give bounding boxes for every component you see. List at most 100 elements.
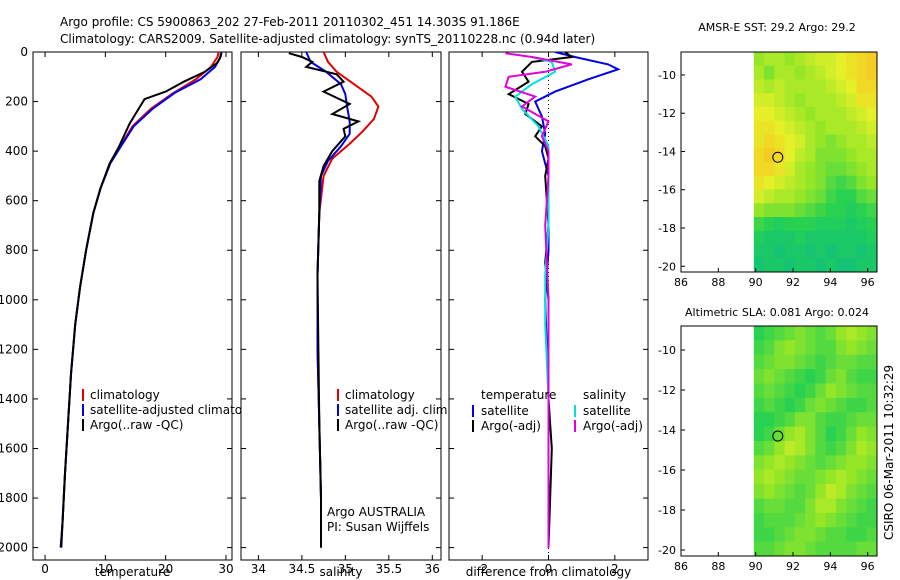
sst_map-cell xyxy=(784,244,796,259)
sla_map-title: Altimetric SLA: 0.081 Argo: 0.024 xyxy=(685,306,869,319)
sla_map-cell xyxy=(825,469,837,485)
sla_map-cell xyxy=(815,469,827,485)
sla_map-cell xyxy=(794,441,806,456)
sla_map-xtick-label: 90 xyxy=(749,560,763,573)
sst_map-cell xyxy=(753,217,765,232)
sla_map-cell xyxy=(753,455,765,471)
header-line-2: Climatology: CARS2009. Satellite-adjuste… xyxy=(60,32,595,46)
sst_map-cell xyxy=(764,93,775,108)
depth-tick-label: 2000 xyxy=(0,541,28,555)
sla_map-cell xyxy=(764,512,775,528)
sst_map-cell xyxy=(825,244,837,259)
sla_map-cell xyxy=(846,412,857,428)
sst_map-cell xyxy=(866,189,878,204)
depth-tick-label: 1400 xyxy=(0,392,28,406)
sla_map-cell xyxy=(774,469,786,485)
depth-tick-label: 600 xyxy=(5,194,28,208)
sla_map-cell xyxy=(784,354,796,370)
sst_map-cell xyxy=(856,203,868,218)
sla_map-ytick-label: -14 xyxy=(658,424,676,437)
sst_map-cell xyxy=(805,175,816,190)
sst_map-cell xyxy=(764,189,775,204)
sla_map-cell xyxy=(805,426,816,442)
depth-tick-label: 200 xyxy=(5,95,28,109)
sla_map-cell xyxy=(866,354,878,370)
sla_map-cell xyxy=(866,469,878,485)
sla_map-cell xyxy=(753,326,765,341)
sst_map-cell xyxy=(815,120,827,135)
sla_map-cell xyxy=(784,484,796,500)
sla_map-cell xyxy=(815,397,827,413)
sst_map-cell xyxy=(835,189,847,204)
sla_map-cell xyxy=(835,469,847,485)
sst_map-cell xyxy=(856,189,868,204)
sla_map-cell xyxy=(764,527,775,543)
sst_map-cell xyxy=(794,244,806,259)
sla_map-cell xyxy=(856,383,868,399)
sst_map-cell xyxy=(856,52,868,67)
sst_map-cell xyxy=(753,52,765,67)
salinity-xtick-label: 35 xyxy=(338,562,353,576)
sla_map-cell xyxy=(774,397,786,413)
sst_map-cell xyxy=(866,258,878,273)
sla_map-cell xyxy=(805,541,816,557)
sst_map-cell xyxy=(794,230,806,245)
sst_map-cell xyxy=(774,258,786,273)
sst_map-cell xyxy=(784,107,796,122)
sst_map-cell xyxy=(825,258,837,273)
sst_map-cell xyxy=(794,162,806,177)
sst_map-cell xyxy=(815,217,827,232)
sst_map-cell xyxy=(866,244,878,259)
temperature-panel: 0 10 20 30 0 200 400 600 800 1000 1200 1400 1600 1800… xyxy=(0,45,268,579)
salinity-legend-label: satellite adj. clim. xyxy=(345,403,451,417)
sla_map-cell xyxy=(866,441,878,456)
sla_map-cell xyxy=(805,397,816,413)
sst_map-cell xyxy=(825,162,837,177)
sst_map-ytick-label: -20 xyxy=(658,260,676,273)
sst_map-cell xyxy=(846,230,857,245)
sst_map-ytick-label: -18 xyxy=(658,222,676,235)
sst_map-cell xyxy=(774,203,786,218)
sst_map-cell xyxy=(753,189,765,204)
sla_map-cell xyxy=(805,441,816,456)
sst_map-cell xyxy=(815,107,827,122)
legend-temperature-label: Argo(-adj) xyxy=(481,419,541,433)
sla_map-cell xyxy=(856,426,868,442)
sst_map-cell xyxy=(835,52,847,67)
sst_map-cell xyxy=(825,217,837,232)
sla_map-cell xyxy=(753,512,765,528)
sst_map-cell xyxy=(856,230,868,245)
sla_map-cell xyxy=(866,426,878,442)
legend-salinity-label: satellite xyxy=(583,404,631,418)
operator-annotation: PI: Susan Wijffels xyxy=(327,520,429,534)
sst_map-cell xyxy=(764,217,775,232)
sst_map-cell xyxy=(784,79,796,94)
sla_map-cell xyxy=(866,340,878,356)
temperature-legend-label: satellite-adjusted climatology xyxy=(90,403,268,417)
sst_map-cell xyxy=(835,120,847,135)
temperature-legend-label: Argo(..raw -QC) xyxy=(90,418,183,432)
sla_map-argo-position-marker xyxy=(772,430,784,442)
sla_map-cell xyxy=(846,340,857,356)
sla_map-cell xyxy=(753,369,765,385)
sst_map-cell xyxy=(825,189,837,204)
sst_map-cell xyxy=(856,134,868,149)
sla_map-cell xyxy=(846,541,857,557)
temperature-series-argo-raw-qc- xyxy=(60,52,223,548)
sla_map-cell xyxy=(825,397,837,413)
plots-layer: 0 10 20 30020040060080010001200140016001800… xyxy=(0,21,878,579)
temperature-xtick-label: 30 xyxy=(218,562,233,576)
sst_map-cell xyxy=(856,244,868,259)
sla_map-cell xyxy=(764,412,775,428)
sst_map-cell xyxy=(784,65,796,80)
sla_map-cell xyxy=(815,512,827,528)
sst_map-cell xyxy=(856,258,868,273)
sla_map-cell xyxy=(835,412,847,428)
sla_map-cell xyxy=(835,426,847,442)
sst_map-cell xyxy=(774,244,786,259)
sst_map-cell xyxy=(805,79,816,94)
sst_map-cell xyxy=(835,65,847,80)
sla_map-cell xyxy=(825,326,837,341)
sla_map-cell xyxy=(764,484,775,500)
sla_map-cell xyxy=(846,512,857,528)
